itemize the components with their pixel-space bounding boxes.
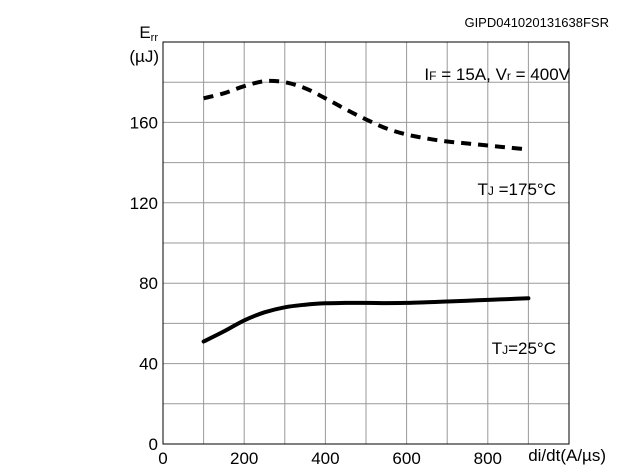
y-tick-label: 40: [139, 355, 158, 374]
series: [201, 78, 531, 344]
y-tick-label: 160: [130, 113, 158, 132]
grid: [163, 42, 569, 444]
x-axis-label: di/dt(A/µs): [528, 446, 606, 465]
x-tick-label: 0: [158, 449, 167, 468]
y-tick-label: 120: [130, 194, 158, 213]
y-axis-unit: (µJ): [129, 47, 159, 66]
series-line-tj-175: [203, 78, 529, 152]
y-axis-label: Err: [139, 23, 158, 44]
x-tick-label: 400: [311, 449, 339, 468]
x-tick-label: 200: [230, 449, 258, 468]
series-label-tj-175: TJ =175°C: [478, 180, 556, 199]
series-label-tj-25: TJ=25°C: [492, 339, 556, 358]
series-line-tj-25: [201, 296, 531, 344]
x-tick-label: 600: [392, 449, 420, 468]
figure-id: GIPD041020131638FSR: [464, 15, 609, 30]
plot-frame: [162, 41, 570, 445]
y-tick-label: 0: [149, 435, 158, 454]
test-conditions: IF = 15A, Vr = 400V: [424, 65, 570, 84]
x-tick-label: 800: [474, 449, 502, 468]
y-tick-label: 80: [139, 274, 158, 293]
axis-ticks: 0 200 400 600 800 0 40 80 120 160: [130, 113, 502, 468]
